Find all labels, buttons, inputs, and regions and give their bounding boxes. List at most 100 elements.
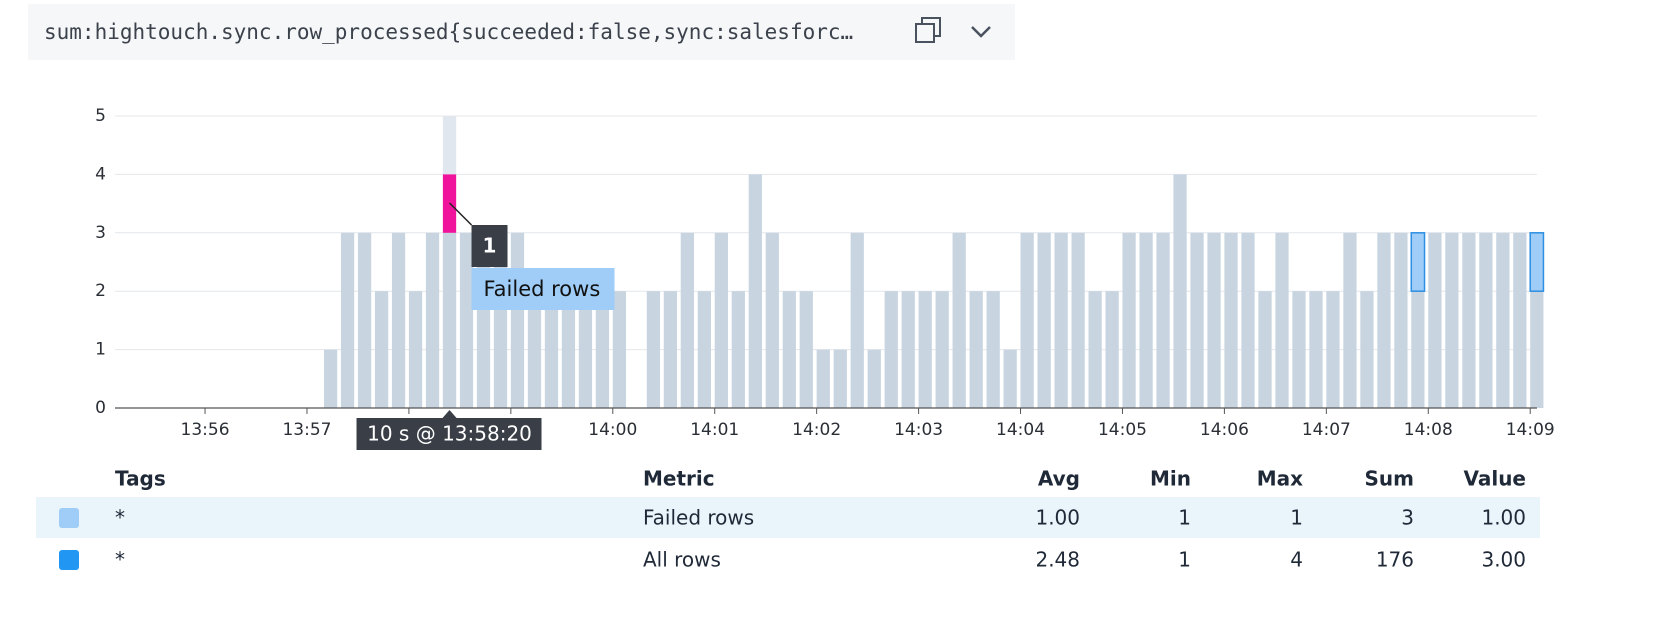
bar bbox=[1410, 232, 1426, 292]
bar bbox=[1292, 291, 1306, 408]
bar bbox=[1071, 232, 1085, 408]
bar bbox=[833, 349, 847, 408]
bar bbox=[1003, 349, 1017, 408]
x-tick-label: 14:08 bbox=[1404, 420, 1453, 440]
column-header: Max bbox=[1257, 467, 1303, 491]
y-tick-label: 4 bbox=[95, 164, 106, 184]
bar bbox=[1037, 232, 1051, 408]
bar bbox=[935, 291, 949, 408]
bar bbox=[1190, 232, 1204, 408]
column-header: Metric bbox=[643, 467, 715, 491]
bar bbox=[1054, 232, 1068, 408]
bar bbox=[544, 291, 559, 408]
tooltip-series-box bbox=[471, 268, 615, 310]
bar bbox=[578, 291, 593, 408]
bar bbox=[1360, 291, 1374, 408]
tooltip-series: Failed rows bbox=[484, 277, 601, 301]
bar bbox=[1529, 232, 1545, 292]
table-cell: * bbox=[115, 506, 125, 530]
bar bbox=[561, 291, 576, 408]
bar bbox=[391, 232, 406, 408]
column-header: Avg bbox=[1038, 467, 1080, 491]
crosshair-label: 10 s @ 13:58:20 bbox=[367, 422, 532, 446]
copy-icon[interactable] bbox=[915, 17, 941, 43]
bar bbox=[1445, 232, 1459, 408]
table-cell: 1 bbox=[1290, 506, 1303, 530]
bar bbox=[1496, 232, 1510, 408]
bar bbox=[986, 291, 1000, 408]
bar bbox=[918, 291, 932, 408]
bar bbox=[1377, 232, 1391, 408]
bar bbox=[697, 291, 711, 408]
bar bbox=[782, 291, 796, 408]
bar bbox=[1513, 232, 1527, 408]
x-tick-label: 14:02 bbox=[792, 420, 841, 440]
table-cell: 176 bbox=[1376, 548, 1414, 572]
table-cell: 1.00 bbox=[1481, 506, 1526, 530]
bar bbox=[646, 291, 661, 408]
x-tick-label: 14:06 bbox=[1200, 420, 1249, 440]
bar bbox=[663, 291, 678, 408]
bar bbox=[884, 291, 898, 408]
bar bbox=[1275, 232, 1289, 408]
bar bbox=[595, 291, 610, 408]
expand-chevron[interactable] bbox=[971, 26, 991, 38]
table-cell: * bbox=[115, 548, 125, 572]
bar bbox=[510, 232, 525, 408]
y-tick-label: 5 bbox=[95, 106, 106, 126]
crosshair-label-box bbox=[356, 418, 542, 450]
column-header: Value bbox=[1463, 467, 1526, 491]
column-header: Tags bbox=[115, 467, 166, 491]
x-tick-label: 14:03 bbox=[894, 420, 943, 440]
bar bbox=[425, 232, 440, 408]
legend-swatch bbox=[59, 508, 79, 528]
bar bbox=[340, 232, 355, 408]
bar bbox=[680, 232, 694, 408]
bar bbox=[612, 291, 627, 408]
tooltip-connector bbox=[448, 202, 473, 226]
table-cell: 3 bbox=[1401, 506, 1414, 530]
y-tick-label: 2 bbox=[95, 281, 106, 301]
bar bbox=[527, 291, 542, 408]
row-highlight bbox=[36, 497, 1540, 538]
table-cell: 1.00 bbox=[1035, 506, 1080, 530]
bar bbox=[1173, 174, 1187, 408]
bar bbox=[1139, 232, 1153, 408]
x-tick-label: 13:56 bbox=[181, 420, 230, 440]
bar bbox=[1156, 232, 1170, 408]
bar bbox=[816, 349, 830, 408]
bar bbox=[1105, 291, 1119, 408]
x-tick-label: 14:00 bbox=[588, 420, 637, 440]
x-tick-label: 14:07 bbox=[1302, 420, 1351, 440]
crosshair-pointer bbox=[442, 410, 457, 418]
bar bbox=[1241, 232, 1255, 408]
y-tick-label: 0 bbox=[95, 398, 106, 418]
legend-swatch bbox=[59, 550, 79, 570]
bar bbox=[1394, 232, 1408, 408]
table-cell: Failed rows bbox=[643, 506, 754, 530]
bar bbox=[1428, 232, 1442, 408]
x-tick-label: 14:09 bbox=[1506, 420, 1555, 440]
bar bbox=[1258, 291, 1272, 408]
bar bbox=[731, 291, 745, 408]
bar bbox=[748, 174, 762, 408]
x-tick-label: 13:57 bbox=[282, 420, 331, 440]
bar bbox=[442, 232, 457, 408]
x-tick-label: 14:01 bbox=[690, 420, 739, 440]
bar bbox=[714, 232, 728, 408]
bar bbox=[765, 232, 779, 408]
bar bbox=[799, 291, 813, 408]
y-tick-label: 1 bbox=[95, 340, 106, 360]
bar bbox=[1479, 232, 1493, 408]
bar bbox=[1207, 232, 1221, 408]
table-cell: 4 bbox=[1290, 548, 1303, 572]
bar bbox=[374, 291, 389, 408]
bar bbox=[969, 291, 983, 408]
bar bbox=[408, 291, 423, 408]
table-cell: All rows bbox=[643, 548, 721, 572]
table-cell: 2.48 bbox=[1035, 548, 1080, 572]
y-tick-label: 3 bbox=[95, 223, 106, 243]
query-bar[interactable] bbox=[28, 4, 1015, 60]
